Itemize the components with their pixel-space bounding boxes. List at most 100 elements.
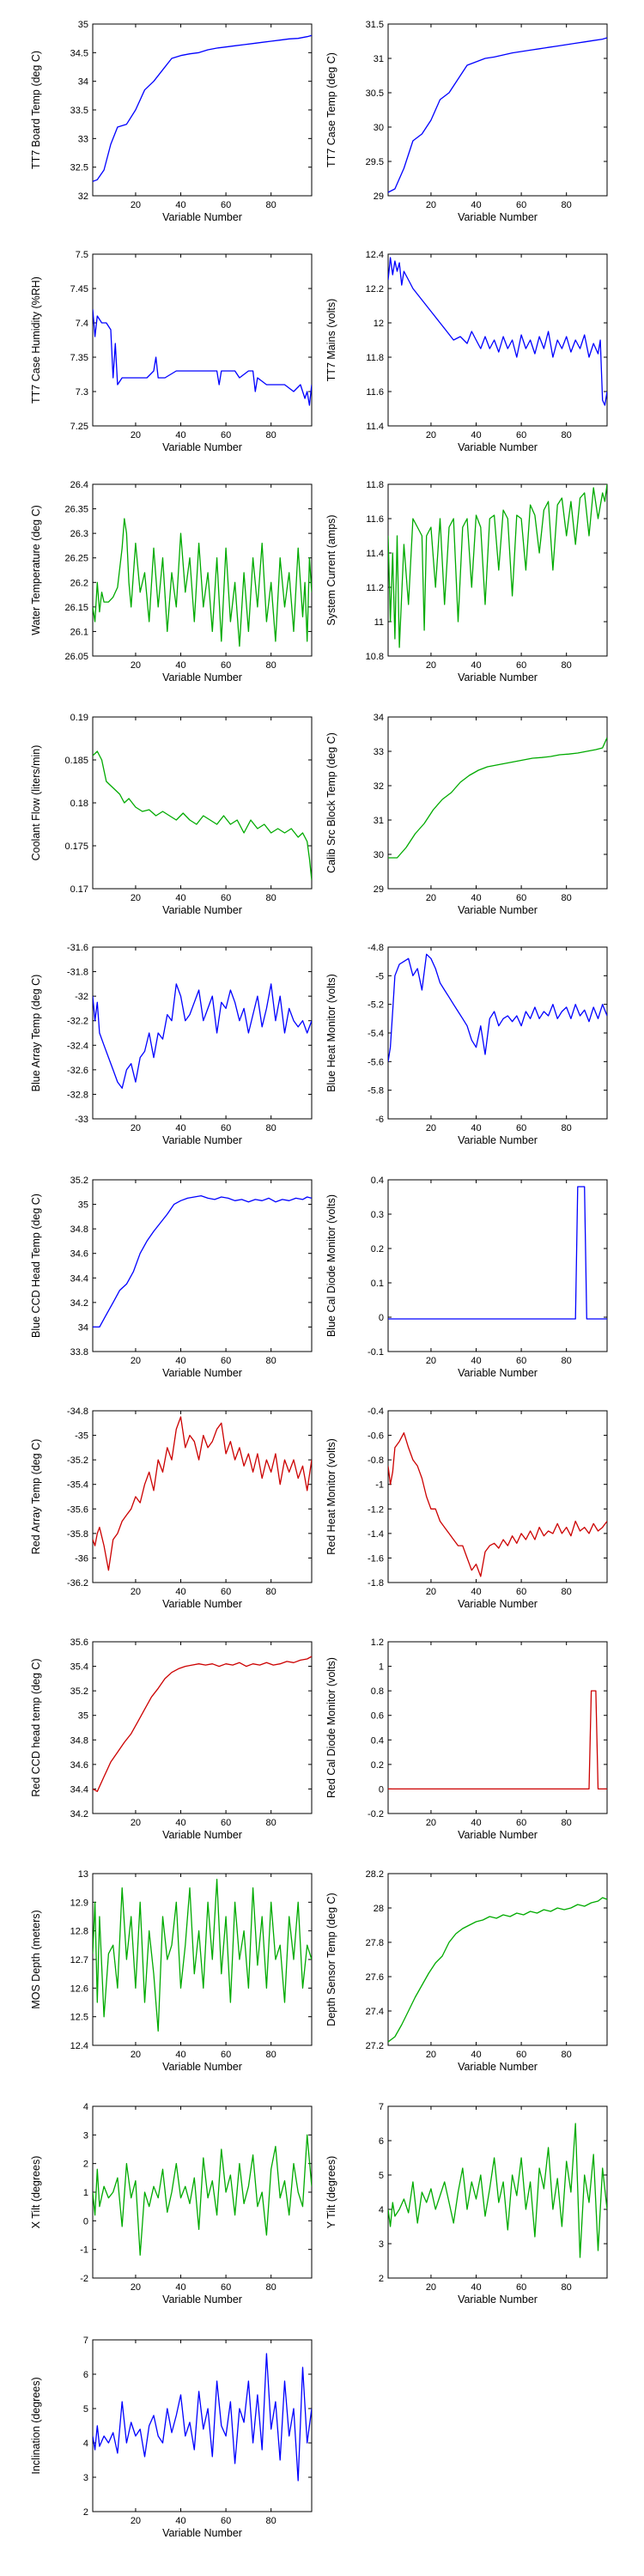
y-axis-label: Calib Src Block Temp (deg C) (325, 732, 337, 873)
y-tick-label: 12.5 (70, 2013, 88, 2023)
x-tick-label: 80 (562, 1123, 572, 1133)
x-axis-label: Variable Number (458, 904, 538, 916)
x-tick-label: 20 (131, 1356, 141, 1366)
x-tick-label: 80 (562, 660, 572, 671)
x-tick-label: 80 (266, 2516, 276, 2526)
y-tick-label: 30 (374, 123, 384, 133)
x-tick-label: 40 (471, 660, 481, 671)
y-tick-label: -36.2 (67, 1578, 88, 1589)
y-tick-label: -2 (80, 2274, 88, 2284)
series-line (388, 737, 607, 859)
x-tick-label: 40 (175, 200, 185, 210)
plot-area (387, 253, 608, 427)
x-tick-label: 40 (175, 1587, 185, 1597)
x-tick-label: 20 (131, 2282, 141, 2293)
series-line (93, 1656, 312, 1792)
y-tick-label: 6 (83, 2370, 88, 2380)
x-tick-label: 40 (471, 1587, 481, 1597)
y-tick-label: 4 (83, 2102, 88, 2112)
x-tick-label: 40 (471, 2050, 481, 2060)
x-tick-label: 20 (131, 893, 141, 903)
y-tick-label: 35.4 (70, 1662, 88, 1673)
x-tick-label: 20 (426, 893, 436, 903)
x-axis-label: Variable Number (162, 904, 242, 916)
x-axis-label: Variable Number (458, 1598, 538, 1610)
y-tick-label: -1.6 (368, 1553, 384, 1564)
y-tick-label: 0.2 (371, 1760, 384, 1771)
y-tick-label: 0.4 (371, 1735, 384, 1746)
y-tick-label: -32 (75, 992, 88, 1002)
series-line (388, 953, 607, 1062)
x-tick-label: 60 (221, 1356, 231, 1366)
x-axis-label: Variable Number (458, 211, 538, 223)
y-tick-label: 34.6 (70, 1760, 88, 1771)
chart-panel-15: 20 40 60 80 34.2 34.4 34.6 34.8 35 35.2 35.4 35.6 Va… (30, 1637, 313, 1841)
y-tick-label: 0.4 (371, 1176, 384, 1186)
series-line (93, 1416, 312, 1571)
x-axis-label: Variable Number (458, 1829, 538, 1841)
y-axis-label: Y Tilt (degrees) (325, 2156, 337, 2229)
chart-panel-12: 20 40 60 80 -0.1 0 0.1 0.2 0.3 0.4 Variable Number… (325, 1176, 608, 1379)
y-tick-label: 26.15 (64, 603, 88, 613)
chart-panel-1: 20 40 60 80 32 32.5 33 33.5 34 34.5 35 Variable Num… (30, 20, 313, 223)
y-tick-label: 1.2 (371, 1637, 384, 1648)
x-tick-label: 40 (175, 1123, 185, 1133)
y-tick-label: 30.5 (366, 88, 384, 99)
y-tick-label: 28.2 (366, 1869, 384, 1880)
x-tick-label: 80 (266, 893, 276, 903)
series-line (388, 1897, 607, 2043)
y-tick-label: 33 (78, 134, 88, 144)
x-tick-label: 80 (562, 2050, 572, 2060)
x-tick-label: 80 (562, 1356, 572, 1366)
y-tick-label: 27.8 (366, 1938, 384, 1948)
y-tick-label: 0 (379, 1313, 384, 1323)
y-tick-label: 12.9 (70, 1898, 88, 1908)
y-tick-label: -35.4 (67, 1480, 88, 1491)
y-tick-label: 12.8 (70, 1927, 88, 1937)
x-tick-label: 60 (221, 1123, 231, 1133)
plot-area (92, 1410, 313, 1583)
x-tick-label: 60 (221, 200, 231, 210)
x-tick-label: 60 (516, 1587, 526, 1597)
y-tick-label: 31.5 (366, 20, 384, 30)
y-axis-label: Blue Cal Diode Monitor (volts) (325, 1194, 337, 1337)
y-tick-label: 32 (78, 191, 88, 202)
y-axis-label: Red Heat Monitor (volts) (325, 1438, 337, 1554)
y-tick-label: -36 (75, 1553, 88, 1564)
x-axis-label: Variable Number (162, 2527, 242, 2539)
y-tick-label: 29.5 (366, 157, 384, 167)
x-axis-label: Variable Number (458, 1367, 538, 1379)
y-tick-label: 30 (374, 850, 384, 860)
series-line (93, 1194, 312, 1328)
y-tick-label: 35.2 (70, 1686, 88, 1697)
y-tick-label: 34 (374, 713, 384, 723)
y-tick-label: 10.8 (366, 652, 384, 662)
x-tick-label: 40 (471, 430, 481, 440)
series-line (388, 2123, 607, 2258)
y-tick-label: 7.45 (70, 284, 88, 295)
y-tick-label: -35.2 (67, 1455, 88, 1466)
y-tick-label: 34.6 (70, 1249, 88, 1260)
y-axis-label: Red CCD head temp (deg C) (30, 1658, 42, 1796)
y-tick-label: 35 (78, 1200, 88, 1211)
y-tick-label: 3 (83, 2130, 88, 2141)
x-tick-label: 60 (221, 1587, 231, 1597)
y-tick-label: -31.8 (67, 968, 88, 978)
y-tick-label: -5 (375, 971, 384, 981)
y-axis-label: TT7 Case Humidity (%RH) (30, 276, 42, 404)
plot-area (92, 1179, 313, 1352)
y-tick-label: 0.17 (70, 884, 88, 895)
y-tick-label: 33.5 (70, 106, 88, 116)
x-axis-label: Variable Number (162, 1134, 242, 1146)
y-tick-label: -5.4 (368, 1029, 384, 1039)
y-tick-label: 11 (374, 617, 384, 628)
y-tick-label: -6 (375, 1115, 384, 1125)
y-axis-label: Depth Sensor Temp (deg C) (325, 1893, 337, 2026)
y-tick-label: 2 (379, 2274, 384, 2284)
y-tick-label: -0.1 (368, 1347, 384, 1358)
x-tick-label: 80 (562, 1587, 572, 1597)
y-tick-label: -32.2 (67, 1017, 88, 1027)
x-tick-label: 20 (426, 2050, 436, 2060)
x-tick-label: 60 (516, 2282, 526, 2293)
